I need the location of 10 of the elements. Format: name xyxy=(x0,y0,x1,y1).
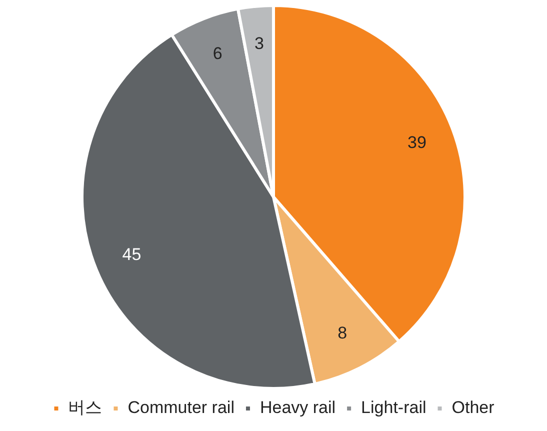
legend-label: Commuter rail xyxy=(128,398,234,418)
legend-label: Heavy rail xyxy=(260,398,336,418)
data-label: 3 xyxy=(254,34,264,54)
data-label: 6 xyxy=(212,44,222,64)
legend-label: Other xyxy=(452,398,495,418)
legend-label: 버스 xyxy=(68,398,102,418)
legend-label: Light-rail xyxy=(361,398,426,418)
data-label: 8 xyxy=(338,324,348,343)
data-label: 45 xyxy=(122,244,142,264)
data-label: 39 xyxy=(408,133,426,152)
